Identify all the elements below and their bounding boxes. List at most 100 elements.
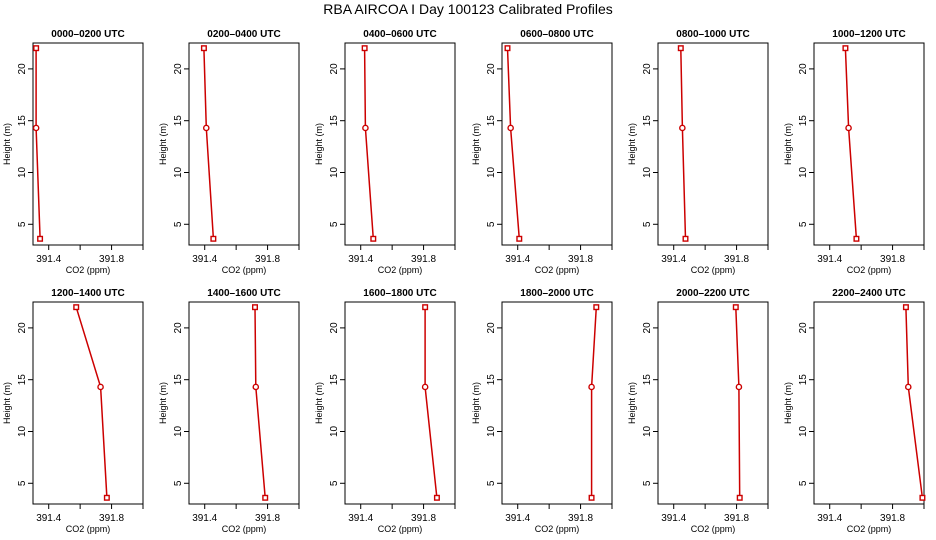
y-tick-label: 15 [173, 115, 184, 127]
data-point-circle [421, 383, 429, 391]
x-tick-label: 391.4 [348, 254, 373, 265]
y-tick-label: 5 [642, 480, 653, 486]
profile-line [424, 307, 438, 498]
y-axis-label: Height (m) [471, 123, 481, 165]
x-axis-label: CO2 (ppm) [847, 265, 892, 275]
y-tick-label: 15 [486, 374, 497, 386]
y-tick-label: 20 [798, 322, 809, 334]
y-tick-label: 5 [642, 221, 653, 227]
data-point-square [853, 235, 860, 242]
panel-title: 1000–1200 UTC [832, 29, 905, 40]
panel-title: 1600–1800 UTC [363, 288, 436, 299]
y-tick-label: 15 [798, 374, 809, 386]
panel-title: 0600–0800 UTC [520, 29, 593, 40]
data-point-square [919, 494, 926, 501]
profile-line [254, 307, 266, 498]
y-tick-label: 10 [173, 425, 184, 437]
x-axis-label: CO2 (ppm) [378, 524, 423, 534]
y-tick-label: 5 [486, 480, 497, 486]
y-axis-label: Height (m) [627, 382, 637, 424]
y-tick-label: 5 [17, 480, 28, 486]
x-tick-label: 391.4 [817, 254, 842, 265]
data-point-circle [735, 383, 743, 391]
data-point-circle [845, 124, 852, 132]
x-axis-label: CO2 (ppm) [691, 524, 736, 534]
y-tick-label: 15 [642, 374, 653, 386]
y-axis-label: Height (m) [314, 382, 324, 424]
y-tick-label: 10 [329, 166, 340, 178]
y-tick-label: 20 [17, 63, 28, 75]
x-tick-label: 391.8 [99, 513, 124, 524]
x-tick-label: 391.4 [36, 254, 61, 265]
x-tick-label: 391.4 [36, 513, 61, 524]
panel-title: 0800–1000 UTC [676, 29, 749, 40]
data-point-square [593, 304, 600, 311]
profile-line [590, 307, 598, 498]
plot-frame [501, 301, 613, 505]
data-point-square [902, 304, 909, 311]
x-tick-label: 391.4 [192, 513, 217, 524]
profile-line [844, 48, 858, 239]
profile-line [35, 48, 41, 239]
data-point-square [736, 494, 743, 501]
profile-line [680, 48, 687, 239]
y-tick-label: 15 [642, 115, 653, 127]
y-axis-label: Height (m) [783, 382, 793, 424]
x-tick-label: 391.4 [661, 254, 686, 265]
plot-frame [657, 42, 769, 246]
data-point-square [103, 494, 110, 501]
x-tick-label: 391.8 [255, 254, 280, 265]
panel-title: 2000–2200 UTC [676, 288, 749, 299]
panel-title: 2200–2400 UTC [832, 288, 905, 299]
y-tick-label: 10 [798, 166, 809, 178]
data-point-square [210, 235, 217, 242]
y-axis-label: Height (m) [627, 123, 637, 165]
plot-frame [344, 301, 456, 505]
y-tick-label: 15 [17, 374, 28, 386]
data-point-square [262, 494, 269, 501]
plot-frame [813, 42, 925, 246]
x-axis-label: CO2 (ppm) [847, 524, 892, 534]
profile-line [735, 307, 741, 498]
y-axis-label: Height (m) [158, 382, 168, 424]
data-point-square [37, 235, 44, 242]
y-tick-label: 5 [798, 480, 809, 486]
plot-frame [188, 42, 300, 246]
data-point-circle [679, 124, 686, 132]
y-tick-label: 20 [329, 63, 340, 75]
x-axis-label: CO2 (ppm) [66, 524, 111, 534]
profile-line [905, 307, 924, 498]
plot-frame [344, 42, 456, 246]
y-tick-label: 20 [798, 63, 809, 75]
x-tick-label: 391.4 [817, 513, 842, 524]
x-tick-label: 391.8 [880, 513, 905, 524]
y-tick-label: 20 [329, 322, 340, 334]
y-tick-label: 15 [486, 115, 497, 127]
y-tick-label: 5 [798, 221, 809, 227]
x-axis-label: CO2 (ppm) [691, 265, 736, 275]
panel-title: 1400–1600 UTC [207, 288, 280, 299]
figure-title: RBA AIRCOA I Day 100123 Calibrated Profi… [323, 1, 613, 17]
data-point-circle [362, 124, 369, 132]
data-point-square [422, 304, 429, 311]
x-tick-label: 391.8 [411, 513, 436, 524]
y-tick-label: 5 [173, 221, 184, 227]
x-axis-label: CO2 (ppm) [222, 524, 267, 534]
data-point-circle [202, 124, 210, 132]
data-point-square [33, 45, 40, 52]
y-tick-label: 5 [329, 480, 340, 486]
y-tick-label: 20 [486, 322, 497, 334]
data-point-square [588, 494, 595, 501]
data-point-circle [507, 124, 514, 132]
x-tick-label: 391.4 [661, 513, 686, 524]
panel-title: 1800–2000 UTC [520, 288, 593, 299]
y-tick-label: 20 [17, 322, 28, 334]
x-tick-label: 391.8 [411, 254, 436, 265]
x-axis-label: CO2 (ppm) [222, 265, 267, 275]
panel-title: 0000–0200 UTC [51, 29, 124, 40]
x-tick-label: 391.4 [192, 254, 217, 265]
y-axis-label: Height (m) [471, 382, 481, 424]
y-tick-label: 20 [642, 322, 653, 334]
y-tick-label: 10 [17, 166, 28, 178]
